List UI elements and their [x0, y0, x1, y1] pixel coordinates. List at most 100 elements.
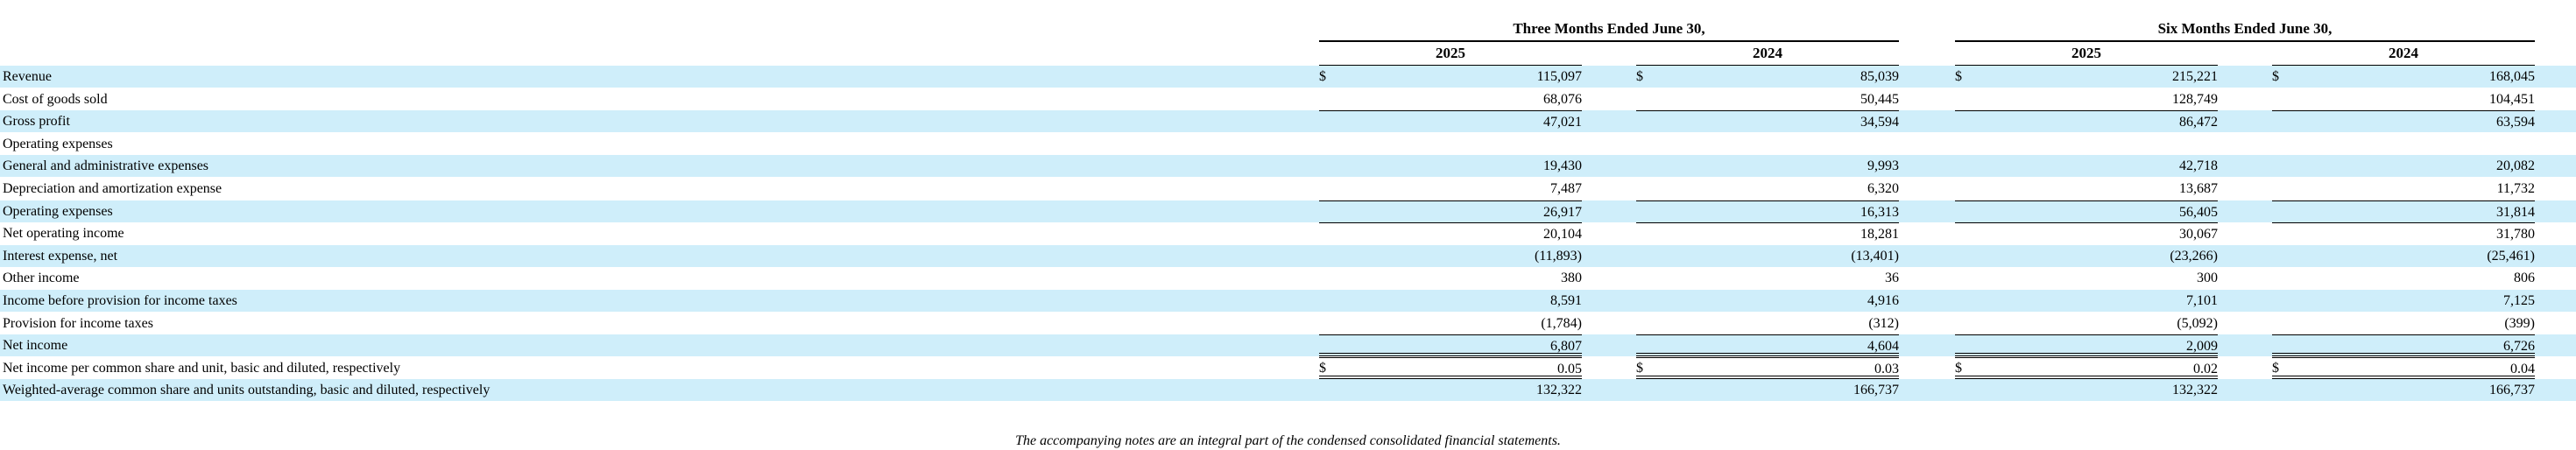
value-cell: 4,916: [1867, 293, 1899, 308]
value-cell: (399): [2504, 315, 2535, 331]
row-label: Net income per common share and unit, ba…: [3, 360, 401, 376]
table-row: Revenue $115,097 $85,039 $215,221 $168,045: [0, 66, 2576, 88]
value-cell: 42,718: [2179, 158, 2218, 174]
row-label: Net income: [3, 338, 68, 354]
row-label: Revenue: [3, 69, 52, 84]
currency-symbol: $: [1319, 69, 1326, 84]
value-cell: (23,266): [2170, 248, 2218, 264]
value-cell: 36: [1885, 271, 1899, 286]
value-cell: 0.04: [2272, 356, 2535, 379]
currency-symbol: $: [1955, 69, 1962, 84]
table-row: Net operating income 20,104 18,281 30,067 31…: [0, 222, 2576, 244]
value-cell: 806: [2514, 271, 2535, 286]
value-cell: (13,401): [1851, 248, 1899, 264]
currency-symbol: $: [1636, 69, 1643, 84]
value-cell: [1319, 133, 1582, 155]
value-cell: 20,104: [1319, 222, 1582, 244]
value-cell: (25,461): [2487, 248, 2535, 264]
value-cell: 20,082: [2496, 158, 2535, 174]
currency-symbol: $: [2272, 360, 2279, 376]
row-label: Operating expenses: [3, 203, 113, 219]
value-cell: 9,993: [1867, 158, 1899, 174]
year-header-3m-2024: 2024: [1636, 44, 1899, 67]
value-cell: 215,221: [2172, 69, 2218, 84]
value-cell: 11,732: [2496, 181, 2535, 196]
value-cell: 104,451: [2489, 91, 2535, 107]
value-cell: 380: [1561, 271, 1582, 286]
value-cell: 300: [2197, 271, 2218, 286]
table-row: General and administrative expenses 19,43…: [0, 155, 2576, 178]
value-cell: 26,917: [1319, 200, 1582, 222]
value-cell: 13,687: [2179, 181, 2218, 196]
currency-symbol: $: [1319, 360, 1326, 376]
year-header-6m-2024: 2024: [2272, 44, 2535, 67]
row-label: Provision for income taxes: [3, 315, 153, 331]
value-cell: 31,780: [2272, 222, 2535, 244]
value-cell: 0.02: [1955, 356, 2218, 379]
value-cell: (11,893): [1534, 248, 1582, 264]
year-header-3m-2025: 2025: [1319, 44, 1582, 67]
table-row: Operating expenses 26,917 16,313 56,405 31,8…: [0, 200, 2576, 222]
row-label: Cost of goods sold: [3, 91, 108, 107]
value-cell: 168,045: [2489, 69, 2535, 84]
table-row: Net income 6,807 4,604 2,009 6,726: [0, 334, 2576, 357]
table-row: Gross profit 47,021 34,594 86,472 63,594: [0, 110, 2576, 133]
footnote: The accompanying notes are an integral p…: [1015, 433, 1561, 448]
table-row: Cost of goods sold 68,076 50,445 128,749 104…: [0, 88, 2576, 110]
value-cell: 128,749: [2172, 91, 2218, 107]
value-cell: 2,009: [1955, 334, 2218, 357]
value-cell: 50,445: [1860, 91, 1899, 107]
value-cell: 132,322: [1536, 383, 1582, 398]
value-cell: 115,097: [1536, 69, 1582, 84]
value-cell: 7,101: [2186, 293, 2218, 308]
value-cell: 86,472: [1955, 110, 2218, 132]
value-cell: 63,594: [2272, 110, 2535, 132]
value-cell: 30,067: [1955, 222, 2218, 244]
currency-symbol: $: [1955, 360, 1962, 376]
value-cell: 68,076: [1543, 91, 1582, 107]
value-cell: [1955, 133, 2218, 155]
value-cell: 8,591: [1550, 293, 1582, 308]
table-row: Operating expenses: [0, 133, 2576, 155]
value-cell: (1,784): [1541, 315, 1582, 331]
value-cell: 7,125: [2503, 293, 2535, 308]
value-cell: 31,814: [2272, 200, 2535, 222]
row-label: Weighted-average common share and units …: [3, 383, 490, 398]
table-row: Weighted-average common share and units …: [0, 379, 2576, 402]
value-cell: 6,320: [1867, 181, 1899, 196]
currency-symbol: $: [1636, 360, 1643, 376]
table-row: Depreciation and amortization expense 7,4…: [0, 178, 2576, 200]
table-row: Other income 380 36 300 806: [0, 267, 2576, 289]
table-row: Net income per common share and unit, ba…: [0, 356, 2576, 379]
value-cell: 4,604: [1636, 334, 1899, 357]
value-cell: [2272, 133, 2535, 155]
value-cell: 0.03: [1636, 356, 1899, 379]
table-row: Income before provision for income taxes…: [0, 290, 2576, 312]
value-cell: 56,405: [1955, 200, 2218, 222]
row-label: Net operating income: [3, 226, 124, 242]
value-cell: (312): [1868, 315, 1899, 331]
row-label: General and administrative expenses: [3, 158, 209, 174]
value-cell: 132,322: [2172, 383, 2218, 398]
table-row: Interest expense, net (11,893) (13,401) (23…: [0, 244, 2576, 267]
value-cell: 47,021: [1319, 110, 1582, 132]
value-cell: 85,039: [1860, 69, 1899, 84]
currency-symbol: $: [2272, 69, 2279, 84]
six-months-header: Six Months Ended June 30,: [1955, 19, 2535, 42]
value-cell: [1636, 133, 1899, 155]
value-cell: 16,313: [1636, 200, 1899, 222]
row-label: Interest expense, net: [3, 248, 118, 264]
row-label: Gross profit: [3, 114, 70, 130]
value-cell: 6,807: [1319, 334, 1582, 357]
row-label: Other income: [3, 271, 80, 286]
value-cell: 19,430: [1543, 158, 1582, 174]
table-row: Provision for income taxes (1,784) (312) (5…: [0, 313, 2576, 334]
value-cell: 166,737: [1853, 383, 1899, 398]
value-cell: 166,737: [2489, 383, 2535, 398]
three-months-header: Three Months Ended June 30,: [1319, 19, 1899, 42]
value-cell: (5,092): [2177, 315, 2218, 331]
value-cell: 7,487: [1550, 181, 1582, 196]
row-label: Depreciation and amortization expense: [3, 181, 222, 196]
row-label: Operating expenses: [3, 136, 113, 151]
